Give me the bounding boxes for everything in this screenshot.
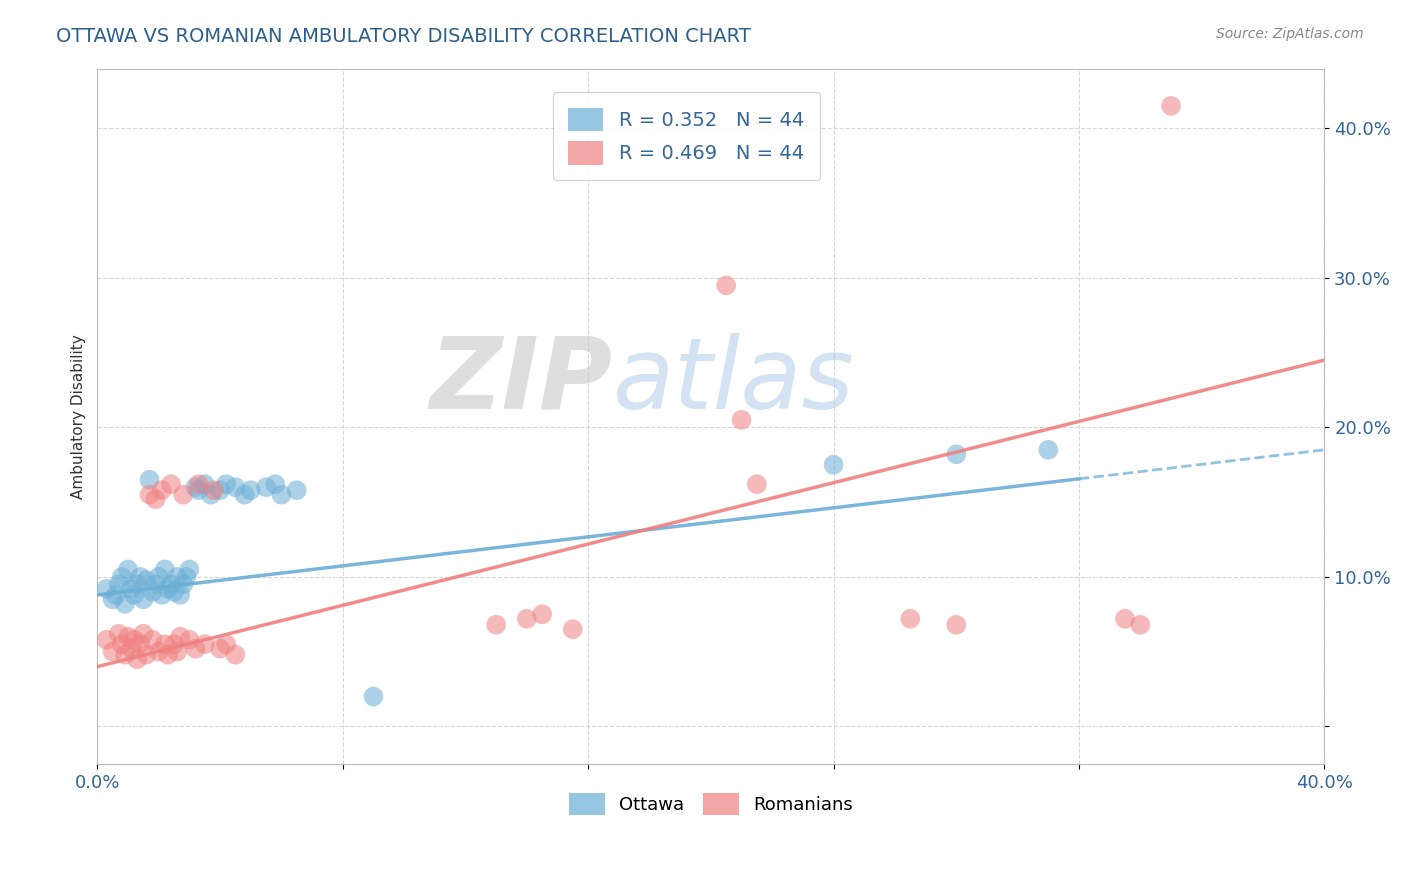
Point	[516, 612, 538, 626]
Point	[270, 488, 292, 502]
Point	[209, 641, 232, 656]
Point	[135, 573, 157, 587]
Point	[108, 577, 131, 591]
Point	[1038, 442, 1060, 457]
Point	[129, 570, 152, 584]
Point	[202, 483, 225, 498]
Point	[114, 648, 136, 662]
Point	[184, 641, 207, 656]
Point	[127, 652, 149, 666]
Point	[194, 477, 217, 491]
Point	[194, 637, 217, 651]
Point	[132, 626, 155, 640]
Point	[142, 632, 165, 647]
Point	[730, 413, 752, 427]
Point	[138, 473, 160, 487]
Point	[898, 612, 921, 626]
Point	[148, 570, 170, 584]
Point	[160, 477, 183, 491]
Point	[156, 582, 179, 596]
Point	[561, 622, 583, 636]
Point	[96, 582, 118, 596]
Point	[239, 483, 262, 498]
Point	[145, 577, 167, 591]
Point	[138, 488, 160, 502]
Legend: Ottawa, Romanians: Ottawa, Romanians	[560, 784, 862, 824]
Point	[150, 483, 173, 498]
Text: Source: ZipAtlas.com: Source: ZipAtlas.com	[1216, 27, 1364, 41]
Y-axis label: Ambulatory Disability: Ambulatory Disability	[72, 334, 86, 499]
Point	[135, 648, 157, 662]
Point	[117, 562, 139, 576]
Point	[148, 645, 170, 659]
Point	[129, 637, 152, 651]
Text: atlas: atlas	[613, 333, 855, 430]
Point	[224, 480, 246, 494]
Point	[285, 483, 308, 498]
Point	[145, 492, 167, 507]
Point	[179, 632, 201, 647]
Point	[945, 617, 967, 632]
Point	[485, 617, 508, 632]
Point	[166, 645, 188, 659]
Point	[150, 588, 173, 602]
Point	[200, 488, 222, 502]
Point	[187, 483, 209, 498]
Point	[101, 645, 124, 659]
Point	[132, 592, 155, 607]
Point	[209, 483, 232, 498]
Point	[716, 278, 738, 293]
Point	[945, 447, 967, 461]
Point	[166, 570, 188, 584]
Point	[179, 562, 201, 576]
Point	[1129, 617, 1152, 632]
Text: ZIP: ZIP	[430, 333, 613, 430]
Point	[172, 577, 194, 591]
Point	[172, 488, 194, 502]
Point	[184, 480, 207, 494]
Point	[111, 570, 134, 584]
Point	[169, 630, 191, 644]
Point	[114, 597, 136, 611]
Point	[127, 577, 149, 591]
Point	[163, 637, 186, 651]
Point	[1114, 612, 1136, 626]
Point	[160, 577, 183, 591]
Point	[215, 477, 238, 491]
Point	[142, 585, 165, 599]
Point	[156, 648, 179, 662]
Point	[169, 588, 191, 602]
Point	[531, 607, 554, 622]
Point	[96, 632, 118, 647]
Point	[745, 477, 768, 491]
Point	[153, 562, 176, 576]
Point	[224, 648, 246, 662]
Point	[122, 588, 145, 602]
Point	[153, 637, 176, 651]
Point	[108, 626, 131, 640]
Point	[163, 585, 186, 599]
Point	[215, 637, 238, 651]
Point	[117, 630, 139, 644]
Point	[254, 480, 277, 494]
Point	[122, 632, 145, 647]
Point	[111, 637, 134, 651]
Point	[1160, 99, 1182, 113]
Point	[823, 458, 845, 472]
Point	[176, 570, 198, 584]
Point	[264, 477, 287, 491]
Point	[120, 641, 142, 656]
Point	[187, 477, 209, 491]
Point	[363, 690, 385, 704]
Point	[233, 488, 256, 502]
Text: OTTAWA VS ROMANIAN AMBULATORY DISABILITY CORRELATION CHART: OTTAWA VS ROMANIAN AMBULATORY DISABILITY…	[56, 27, 751, 45]
Point	[104, 588, 127, 602]
Point	[120, 582, 142, 596]
Point	[101, 592, 124, 607]
